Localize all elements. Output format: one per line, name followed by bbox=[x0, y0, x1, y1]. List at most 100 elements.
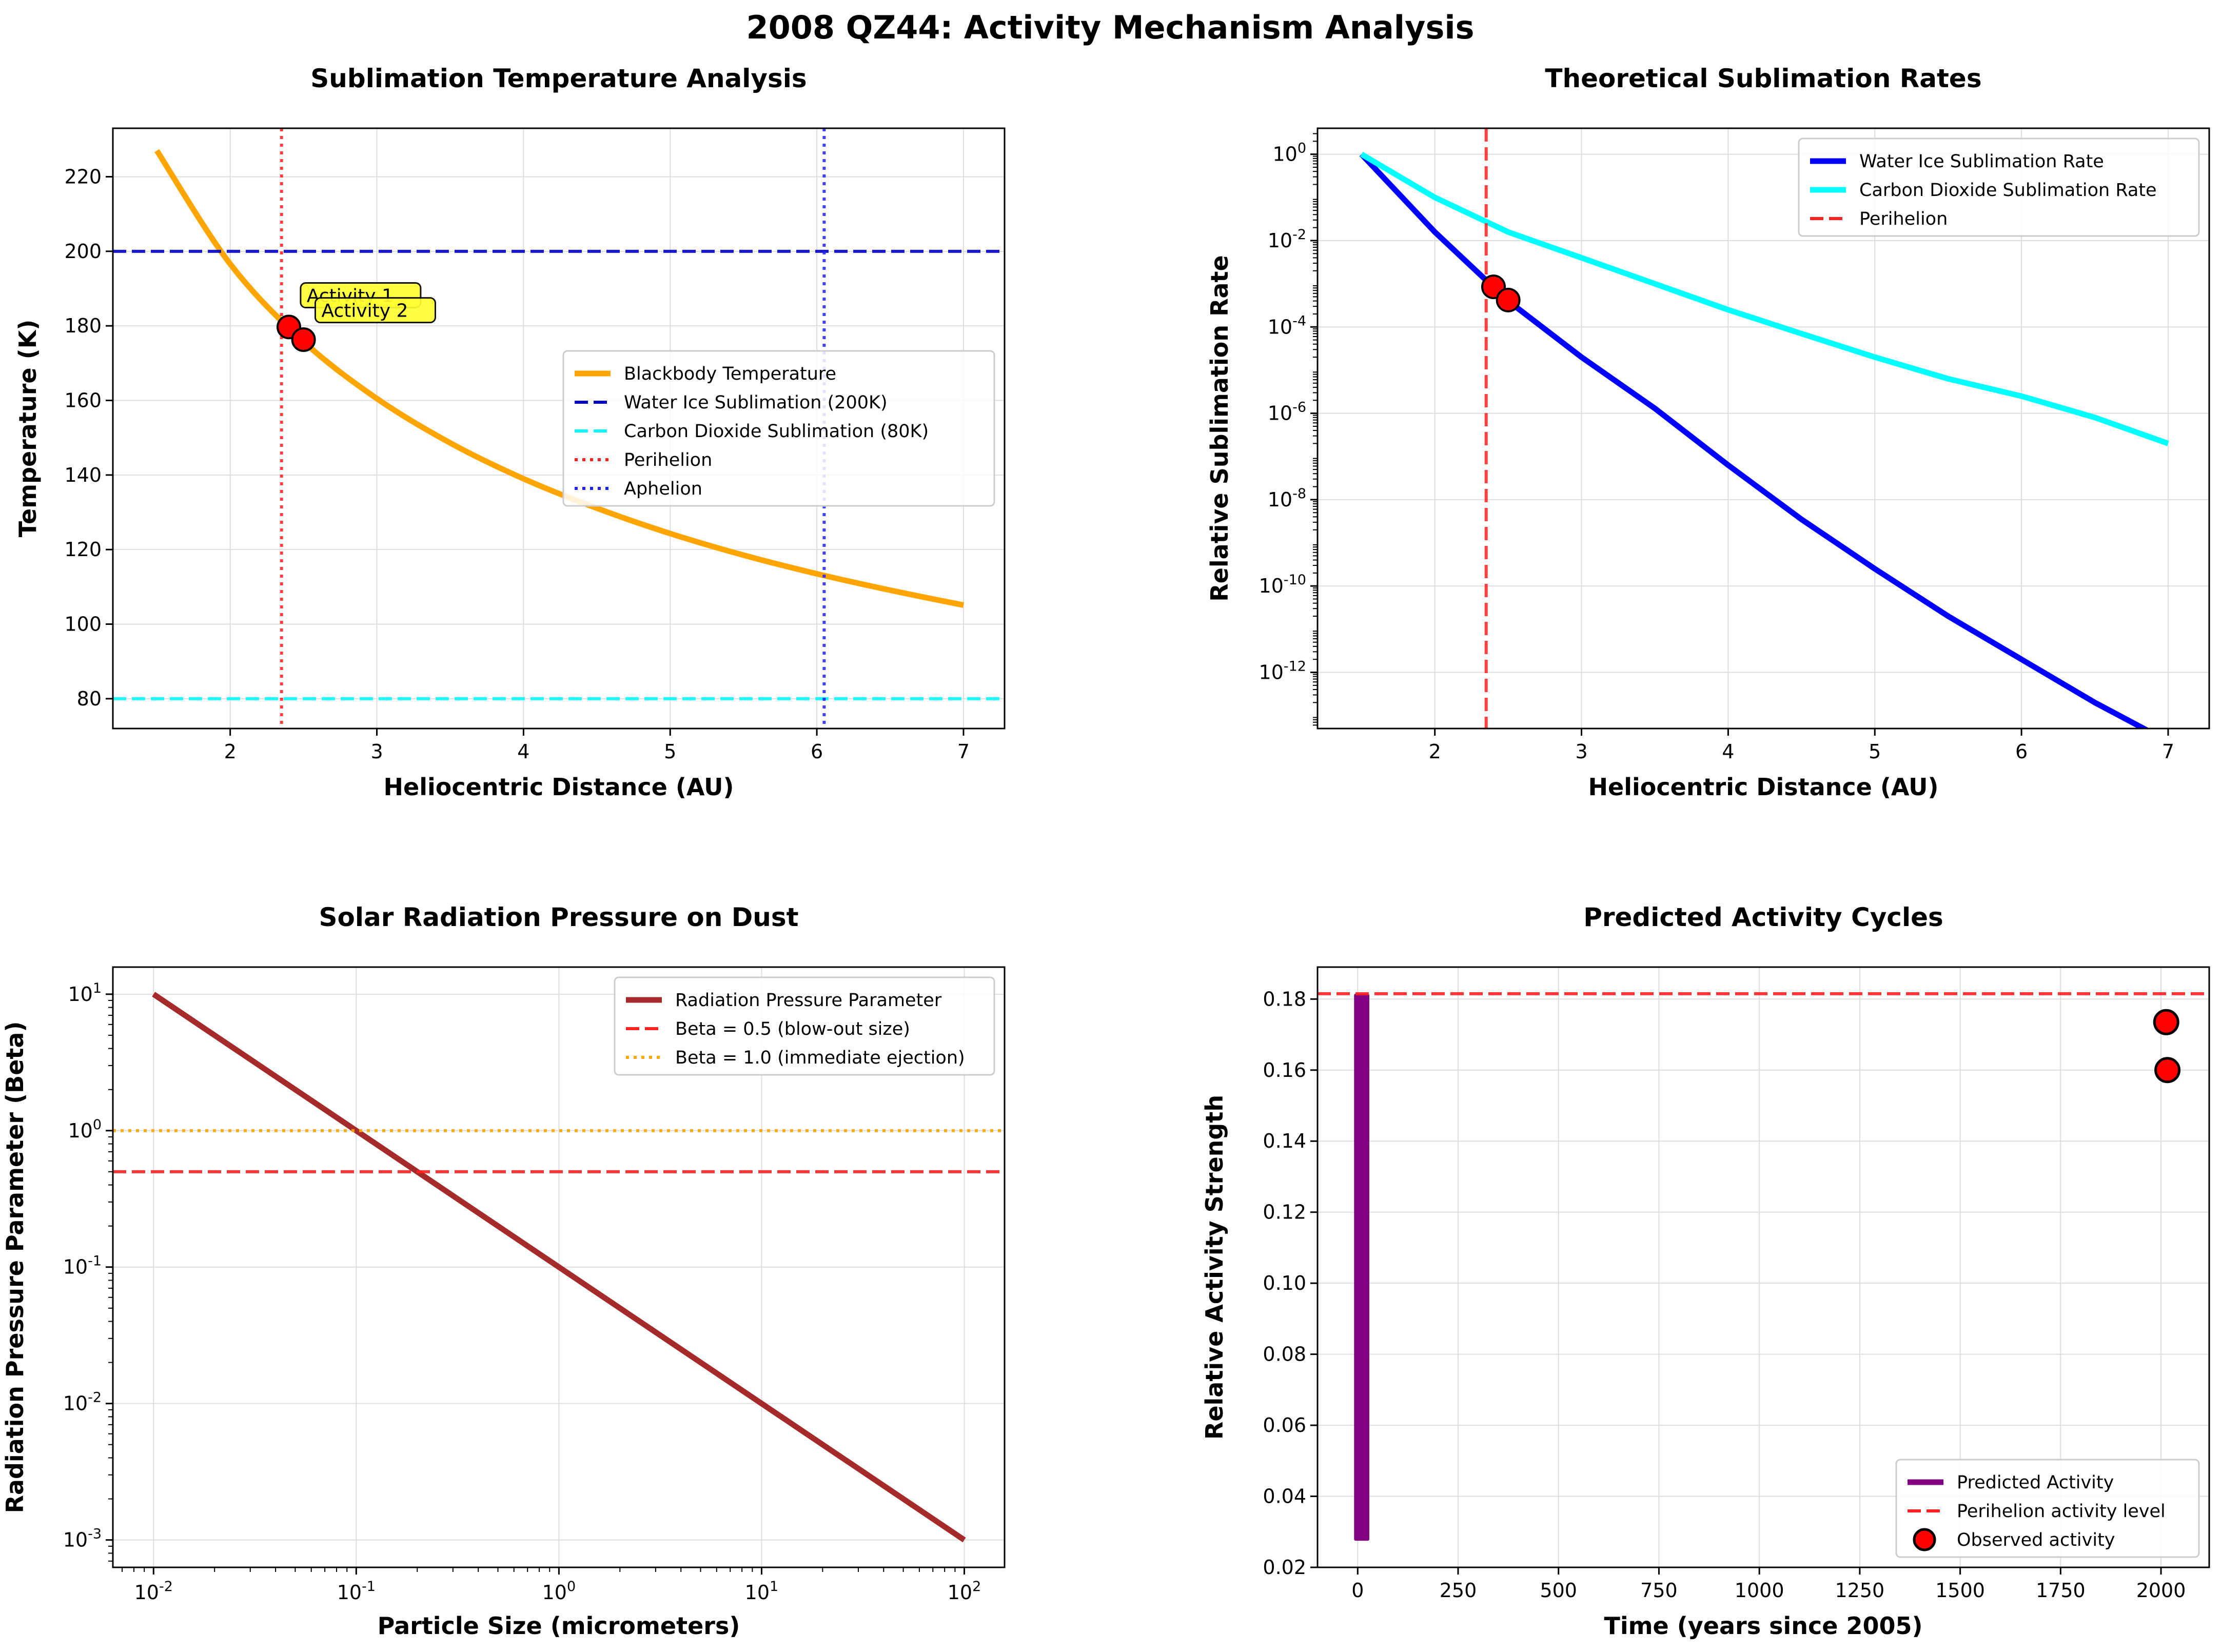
legend: Radiation Pressure Parameter Beta = 0.5 (… bbox=[614, 976, 995, 1076]
legend-label: Perihelion bbox=[624, 450, 712, 470]
legend: Blackbody Temperature Water Ice Sublimati… bbox=[562, 350, 995, 507]
x-axis-label: Time (years since 2005) bbox=[1604, 1612, 1922, 1640]
y-tick-label: 0.10 bbox=[1263, 1272, 1306, 1294]
y-tick-label: 160 bbox=[64, 389, 102, 411]
x-tick-label: 500 bbox=[1540, 1579, 1577, 1602]
series-1-line bbox=[154, 149, 965, 608]
y-axis-label: Radiation Pressure Parameter (Beta) bbox=[1, 1021, 29, 1513]
legend-swatch bbox=[1913, 1528, 1936, 1551]
series-1-band bbox=[1354, 993, 1369, 1541]
plot-frame bbox=[1316, 966, 2210, 1568]
y-axis-label: Relative Activity Strength bbox=[1201, 1095, 1228, 1440]
annotation-box-2 bbox=[314, 297, 436, 324]
y-tick-label: 101 bbox=[68, 980, 102, 1006]
activity-marker-2 bbox=[1496, 287, 1521, 312]
legend-label: Blackbody Temperature bbox=[624, 364, 836, 384]
series-2-line bbox=[1360, 151, 2169, 446]
x-tick-label: 0 bbox=[1351, 1579, 1364, 1602]
legend-label: Predicted Activity bbox=[1957, 1472, 2114, 1493]
series-1-line bbox=[1359, 152, 2150, 729]
y-tick-label: 0.04 bbox=[1263, 1485, 1306, 1508]
y-axis-label: Temperature (K) bbox=[14, 320, 42, 538]
y-tick-label: 0.02 bbox=[1263, 1556, 1306, 1579]
y-tick-label: 220 bbox=[64, 165, 102, 188]
x-tick-label: 10-2 bbox=[134, 1579, 173, 1604]
y-tick-label: 10-1 bbox=[63, 1253, 102, 1279]
plot-area bbox=[113, 128, 1005, 729]
x-tick-label: 3 bbox=[370, 740, 383, 763]
x-axis-label: Heliocentric Distance (AU) bbox=[1588, 773, 1939, 801]
y-tick-label: 0.06 bbox=[1263, 1414, 1306, 1437]
chart-panel-2: Theoretical Sublimation Rates 2 3 4 5 6 7 100 10… bbox=[1206, 64, 2210, 801]
x-tick-label: 4 bbox=[517, 740, 529, 763]
x-tick-label: 1500 bbox=[1935, 1579, 1985, 1602]
y-tick-label: 0.14 bbox=[1263, 1130, 1306, 1152]
x-tick-label: 6 bbox=[2015, 740, 2028, 763]
y-tick-label: 10-3 bbox=[63, 1526, 102, 1551]
x-tick-label: 1000 bbox=[1735, 1579, 1784, 1602]
x-tick-label: 5 bbox=[664, 740, 676, 763]
x-tick-label: 7 bbox=[957, 740, 970, 763]
y-tick-label: 100 bbox=[68, 1117, 102, 1142]
y-tick-label: 80 bbox=[77, 687, 102, 710]
x-tick-label: 2000 bbox=[2136, 1579, 2186, 1602]
y-tick-label: 10-2 bbox=[1268, 227, 1306, 252]
activity-marker-2 bbox=[291, 327, 316, 352]
legend-label: Carbon Dioxide Sublimation (80K) bbox=[624, 421, 929, 442]
chart-title: Theoretical Sublimation Rates bbox=[1545, 64, 1981, 93]
legend-label: Perihelion activity level bbox=[1957, 1501, 2166, 1522]
y-tick-label: 140 bbox=[64, 464, 102, 486]
x-tick-label: 7 bbox=[2162, 740, 2174, 763]
series-1-line bbox=[152, 992, 966, 1543]
y-tick-label: 10-6 bbox=[1268, 400, 1306, 425]
y-tick-label: 0.16 bbox=[1263, 1059, 1306, 1081]
legend-label: Beta = 0.5 (blow-out size) bbox=[675, 1019, 910, 1039]
figure-title: 2008 QZ44: Activity Mechanism Analysis bbox=[746, 9, 1474, 46]
y-tick-label: 10-12 bbox=[1259, 659, 1306, 684]
x-tick-label: 101 bbox=[745, 1579, 779, 1604]
legend-label: Observed activity bbox=[1957, 1530, 2115, 1550]
x-tick-label: 5 bbox=[1869, 740, 1881, 763]
legend-label: Perihelion bbox=[1859, 209, 1948, 229]
x-tick-label: 102 bbox=[948, 1579, 981, 1604]
legend-frame bbox=[1895, 1459, 2200, 1558]
plot-frame bbox=[1316, 127, 2210, 730]
legend-label: Water Ice Sublimation Rate bbox=[1859, 151, 2104, 172]
x-tick-label: 1750 bbox=[2036, 1579, 2086, 1602]
y-tick-label: 100 bbox=[1272, 141, 1306, 166]
observed-point-1 bbox=[2153, 1009, 2179, 1035]
legend-frame bbox=[614, 976, 995, 1076]
legend-label: Carbon Dioxide Sublimation Rate bbox=[1859, 180, 2157, 201]
x-tick-label: 750 bbox=[1640, 1579, 1678, 1602]
x-tick-label: 2 bbox=[1429, 740, 1441, 763]
x-tick-label: 10-1 bbox=[337, 1579, 376, 1604]
y-tick-label: 0.08 bbox=[1263, 1343, 1306, 1366]
legend-frame bbox=[1798, 137, 2200, 237]
chart-panel-4: Predicted Activity Cycles 0 250 500 750 1000 1… bbox=[1201, 902, 2210, 1640]
y-tick-label: 10-4 bbox=[1268, 313, 1306, 338]
y-tick-label: 200 bbox=[64, 240, 102, 263]
chart-panel-1: Sublimation Temperature Analysis Activity… bbox=[14, 64, 1006, 801]
y-tick-label: 10-10 bbox=[1259, 572, 1306, 597]
legend: Predicted Activity Perihelion activity le… bbox=[1895, 1459, 2200, 1558]
x-axis-label: Particle Size (micrometers) bbox=[378, 1612, 740, 1640]
x-tick-label: 6 bbox=[811, 740, 823, 763]
x-tick-label: 4 bbox=[1722, 740, 1734, 763]
y-tick-label: 0.18 bbox=[1263, 988, 1306, 1010]
x-tick-label: 250 bbox=[1440, 1579, 1477, 1602]
x-tick-label: 3 bbox=[1575, 740, 1587, 763]
observed-point-2 bbox=[2154, 1057, 2181, 1084]
x-axis-label: Heliocentric Distance (AU) bbox=[384, 773, 734, 801]
legend-label: Aphelion bbox=[624, 479, 702, 499]
y-tick-label: 180 bbox=[64, 314, 102, 337]
y-axis-label: Relative Sublimation Rate bbox=[1206, 255, 1233, 601]
x-tick-label: 2 bbox=[224, 740, 237, 763]
y-tick-label: 0.12 bbox=[1263, 1201, 1306, 1224]
y-tick-label: 10-2 bbox=[63, 1390, 102, 1415]
chart-panel-3: Solar Radiation Pressure on Dust 10-2 10-1… bbox=[1, 902, 1006, 1640]
legend-label: Water Ice Sublimation (200K) bbox=[624, 392, 888, 413]
annotation-label-2: Activity 2 bbox=[321, 301, 408, 322]
chart-title: Solar Radiation Pressure on Dust bbox=[319, 902, 798, 932]
plot-area bbox=[113, 992, 1005, 1543]
